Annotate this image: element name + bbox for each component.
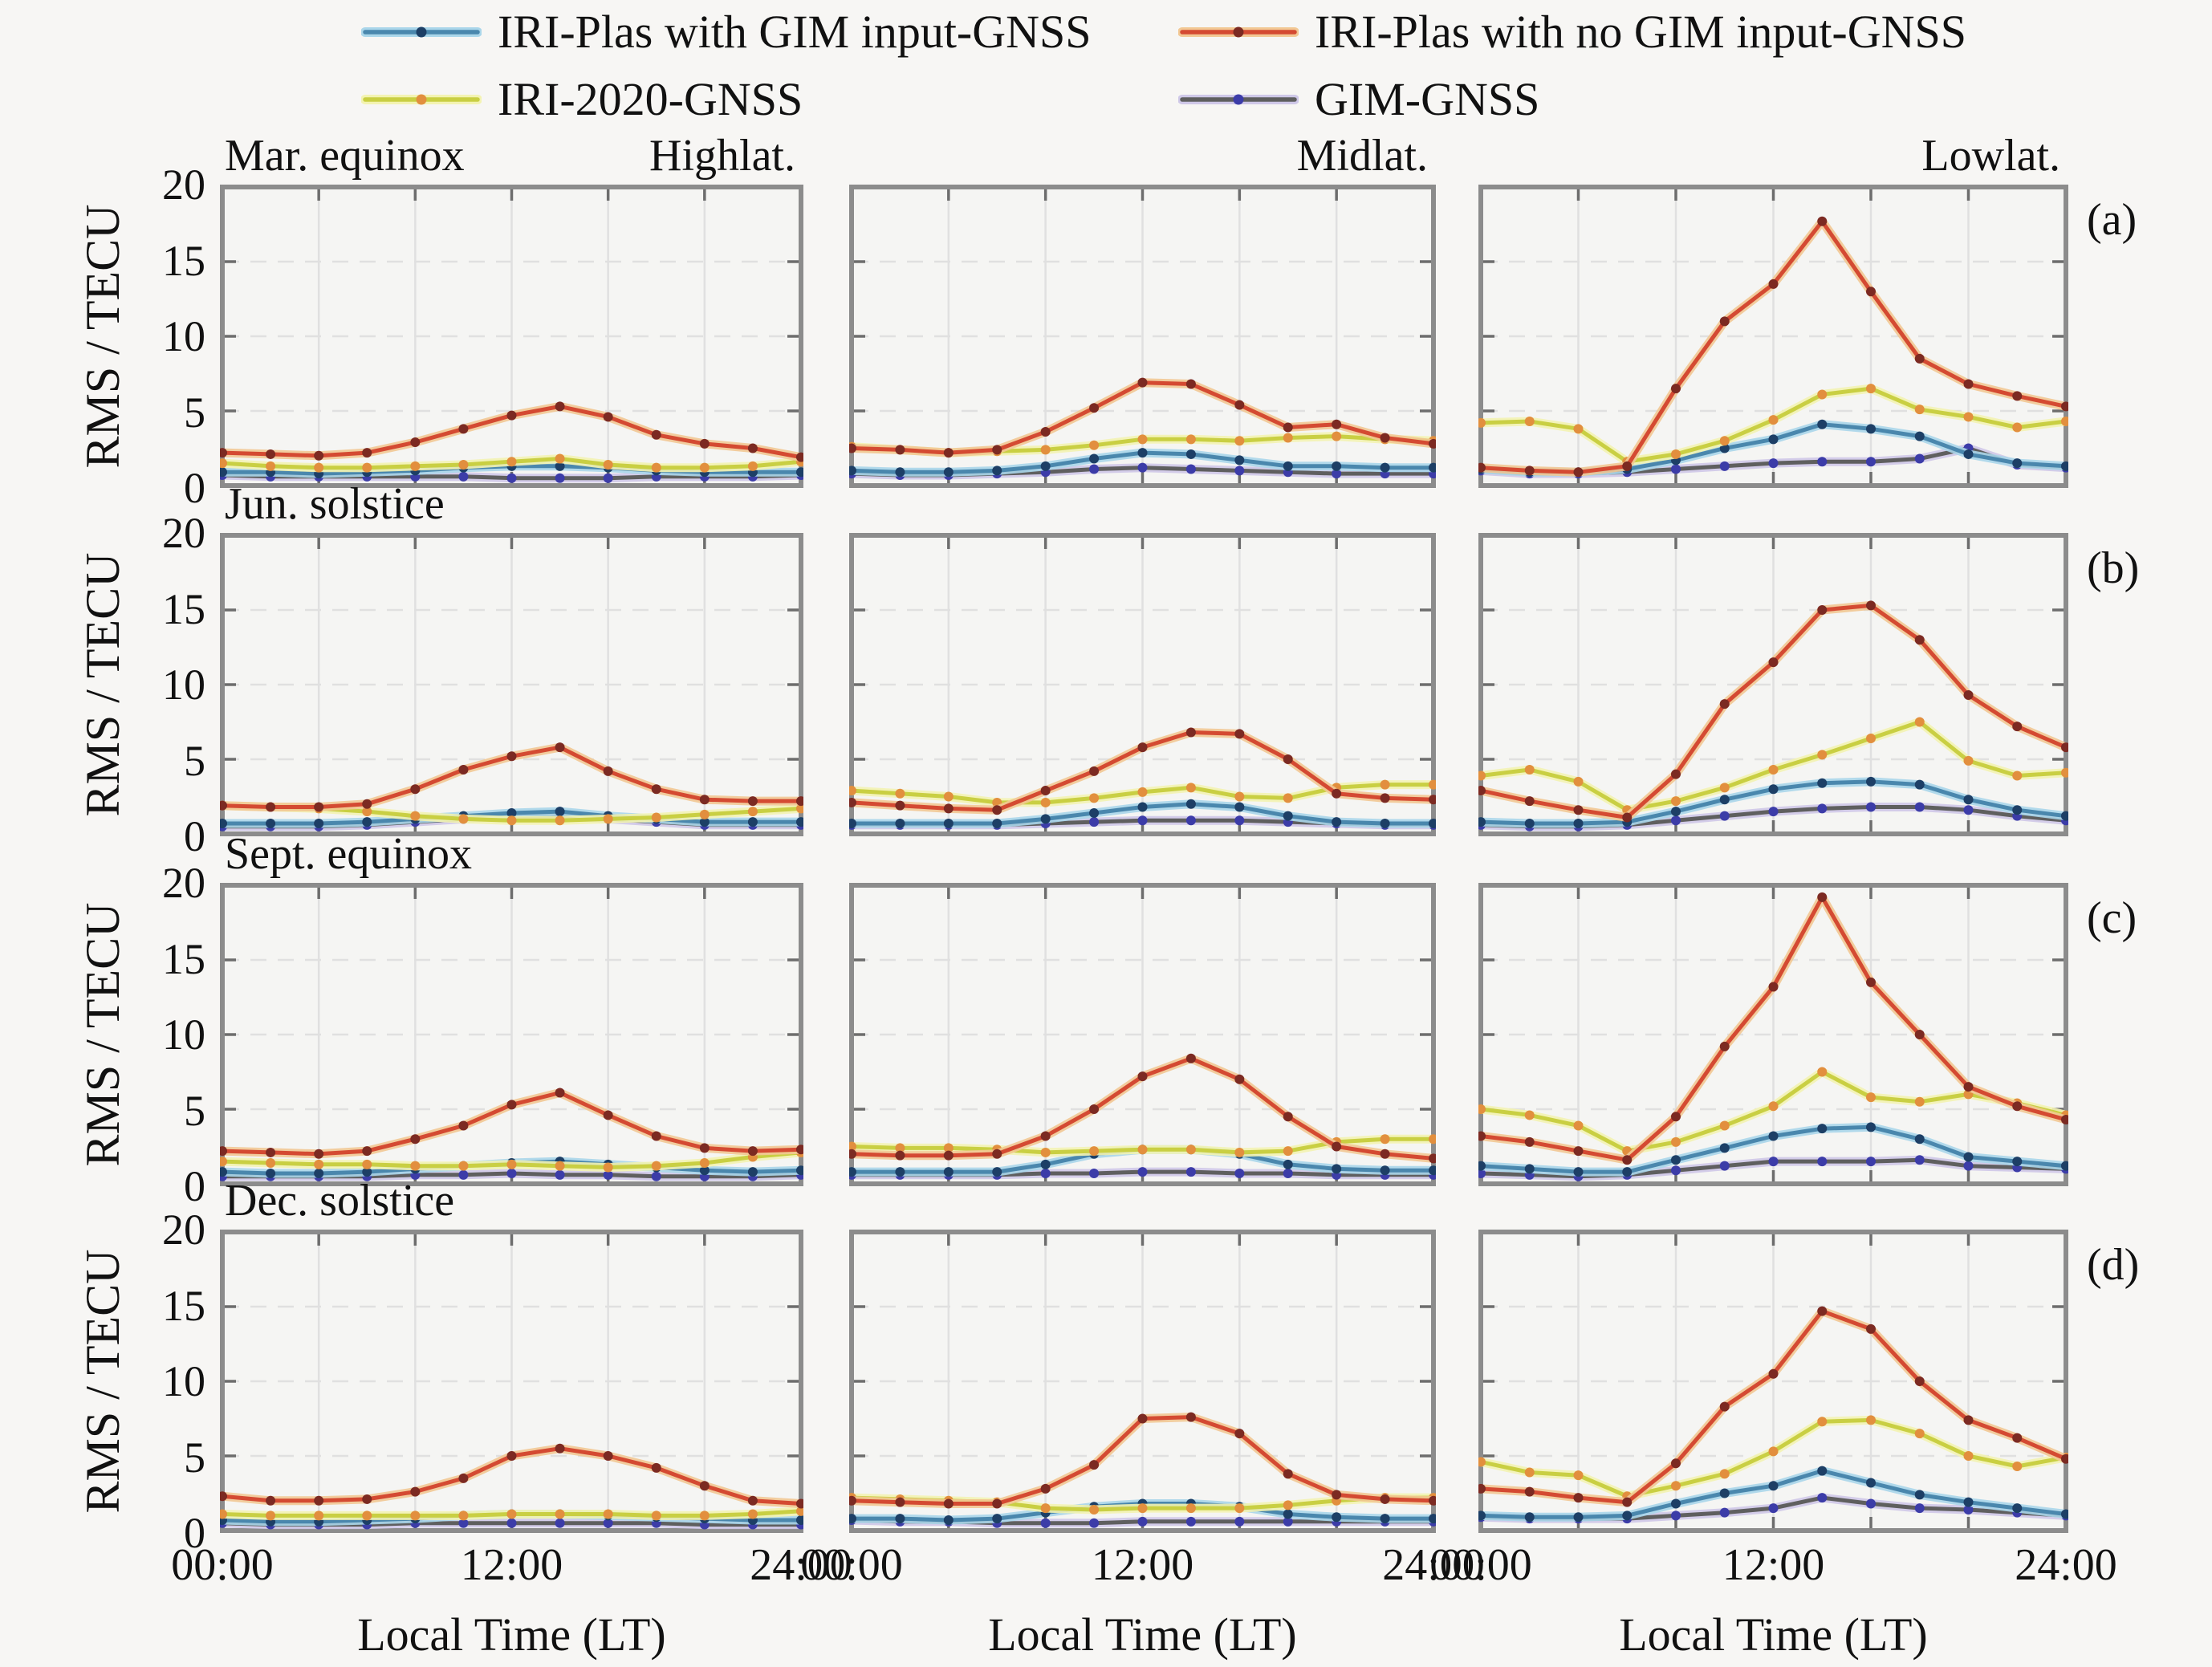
x-axis-title: Local Time (LT): [357, 1608, 666, 1661]
chart-panel-mar-lowlat: [1478, 185, 2068, 488]
y-tick-label: 15: [162, 1281, 205, 1330]
y-tick-label: 5: [184, 736, 205, 785]
legend-item-gim: GIM-GNSS: [1178, 74, 1539, 125]
season-title: Dec. solstice: [225, 1176, 455, 1226]
y-tick-label: 0: [184, 812, 205, 860]
y-tick-label: 5: [184, 388, 205, 437]
legend-item-iri-plas-gim: IRI-Plas with GIM input-GNSS: [361, 6, 1092, 58]
legend-item-iri-2020: IRI-2020-GNSS: [361, 74, 803, 125]
season-title: Sept. equinox: [225, 829, 472, 879]
y-tick-label: 10: [162, 312, 205, 360]
y-tick-label: 5: [184, 1086, 205, 1135]
y-tick-label: 15: [162, 584, 205, 633]
column-title-latitude: Highlat.: [649, 131, 795, 181]
column-title-latitude: Midlat.: [1296, 131, 1428, 181]
x-tick-label: 12:00: [1722, 1540, 1825, 1590]
chart-panel-sept-highlat: [220, 883, 803, 1186]
y-tick-label: 20: [162, 859, 205, 907]
x-tick-label: 24:00: [2015, 1540, 2117, 1590]
y-tick-label: 10: [162, 1357, 205, 1405]
x-tick-label: 00:00: [800, 1540, 903, 1590]
chart-panel-jun-highlat: [220, 533, 803, 836]
chart-panel-sept-midlat: [849, 883, 1436, 1186]
chart-panel-dec-highlat: [220, 1230, 803, 1533]
x-tick-label: 12:00: [1091, 1540, 1194, 1590]
legend-item-iri-plas-no-gim: IRI-Plas with no GIM input-GNSS: [1178, 6, 1966, 58]
chart-panel-dec-midlat: [849, 1230, 1436, 1533]
legend-label: IRI-2020-GNSS: [498, 73, 803, 125]
y-tick-label: 0: [184, 1509, 205, 1557]
panel-letter: (b): [2087, 543, 2140, 593]
x-tick-label: 24:00: [750, 1540, 852, 1590]
panel-letter: (d): [2087, 1240, 2140, 1290]
x-tick-label: 12:00: [460, 1540, 563, 1590]
chart-panel-jun-midlat: [849, 533, 1436, 836]
y-tick-label: 15: [162, 236, 205, 285]
legend-line-sample-icon: [1178, 94, 1299, 105]
y-tick-label: 20: [162, 1206, 205, 1254]
legend-label: GIM-GNSS: [1315, 73, 1540, 125]
legend-label: IRI-Plas with no GIM input-GNSS: [1315, 6, 1967, 58]
season-title: Jun. solstice: [225, 479, 445, 529]
chart-panel-dec-lowlat: [1478, 1230, 2068, 1533]
x-axis-title: Local Time (LT): [988, 1608, 1297, 1661]
y-tick-label: 10: [162, 1010, 205, 1059]
chart-panel-jun-lowlat: [1478, 533, 2068, 836]
panel-letter: (a): [2087, 195, 2137, 245]
chart-panel-mar-midlat: [849, 185, 1436, 488]
legend-line-sample-icon: [1178, 26, 1299, 38]
panel-letter: (c): [2087, 893, 2137, 943]
legend-label: IRI-Plas with GIM input-GNSS: [498, 6, 1092, 58]
y-tick-label: 5: [184, 1433, 205, 1482]
y-tick-label: 10: [162, 661, 205, 709]
chart-panel-sept-lowlat: [1478, 883, 2068, 1186]
x-tick-label: 24:00: [1382, 1540, 1485, 1590]
chart-panel-mar-highlat: [220, 185, 803, 488]
y-tick-label: 20: [162, 161, 205, 209]
x-axis-title: Local Time (LT): [1619, 1608, 1928, 1661]
y-tick-label: 0: [184, 1162, 205, 1210]
legend-line-sample-icon: [361, 94, 482, 105]
y-tick-label: 20: [162, 509, 205, 557]
legend-line-sample-icon: [361, 26, 482, 38]
season-title: Mar. equinox: [225, 131, 465, 181]
x-tick-label: 00:00: [171, 1540, 274, 1590]
y-tick-label: 15: [162, 934, 205, 983]
y-tick-label: 0: [184, 464, 205, 512]
x-tick-label: 00:00: [1429, 1540, 1532, 1590]
column-title-latitude: Lowlat.: [1921, 131, 2060, 181]
